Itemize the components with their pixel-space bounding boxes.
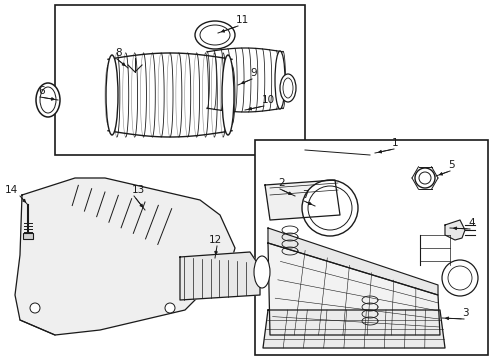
Polygon shape xyxy=(180,252,260,300)
Ellipse shape xyxy=(280,74,296,102)
Polygon shape xyxy=(263,310,445,348)
Ellipse shape xyxy=(308,186,352,230)
Ellipse shape xyxy=(195,21,235,49)
Polygon shape xyxy=(268,243,440,335)
Text: 13: 13 xyxy=(132,185,145,195)
Ellipse shape xyxy=(36,83,60,117)
Bar xyxy=(255,140,488,355)
Ellipse shape xyxy=(200,25,230,45)
Polygon shape xyxy=(268,228,438,295)
Text: 10: 10 xyxy=(262,95,275,105)
Polygon shape xyxy=(15,178,235,335)
Ellipse shape xyxy=(448,266,472,290)
Ellipse shape xyxy=(106,55,118,135)
Ellipse shape xyxy=(283,78,293,98)
Ellipse shape xyxy=(165,303,175,313)
Ellipse shape xyxy=(442,260,478,296)
Polygon shape xyxy=(265,180,340,220)
Ellipse shape xyxy=(30,303,40,313)
Polygon shape xyxy=(445,220,465,240)
Ellipse shape xyxy=(275,51,285,109)
Ellipse shape xyxy=(222,55,234,135)
Text: 9: 9 xyxy=(250,68,257,78)
Text: 7: 7 xyxy=(302,190,309,200)
Text: 6: 6 xyxy=(38,86,45,96)
Ellipse shape xyxy=(302,180,358,236)
Ellipse shape xyxy=(419,172,431,184)
Ellipse shape xyxy=(40,87,56,113)
Text: 8: 8 xyxy=(115,48,122,58)
Text: 11: 11 xyxy=(236,15,249,25)
Text: 1: 1 xyxy=(392,138,399,148)
Ellipse shape xyxy=(254,256,270,288)
Text: 5: 5 xyxy=(448,160,455,170)
Text: 4: 4 xyxy=(468,218,475,228)
Bar xyxy=(23,233,33,239)
Text: 3: 3 xyxy=(462,308,468,318)
Text: 14: 14 xyxy=(5,185,18,195)
Text: 12: 12 xyxy=(208,235,221,245)
Text: 2: 2 xyxy=(278,178,285,188)
Bar xyxy=(55,5,305,155)
Ellipse shape xyxy=(415,168,435,188)
